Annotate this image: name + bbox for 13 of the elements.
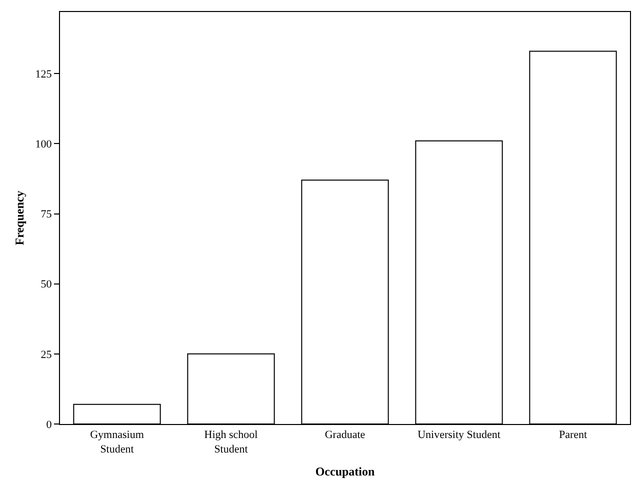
x-tick-label: Parent [558, 429, 588, 442]
y-tick-label: 25 [40, 348, 52, 361]
x-tick-label: Gymnasium Student [90, 429, 144, 456]
y-axis-title: Frequency [12, 190, 27, 246]
x-tick-label: Graduate [324, 429, 366, 442]
y-tick-label: 125 [35, 68, 52, 81]
x-axis-title: Occupation [315, 464, 375, 478]
x-tick-label: University Student [418, 429, 500, 442]
y-tick-label: 0 [46, 418, 52, 431]
y-tick-label: 50 [40, 278, 52, 291]
x-tick-label: High school Student [204, 429, 258, 456]
y-tick-label: 100 [35, 138, 52, 151]
y-tick-label: 75 [40, 208, 52, 221]
